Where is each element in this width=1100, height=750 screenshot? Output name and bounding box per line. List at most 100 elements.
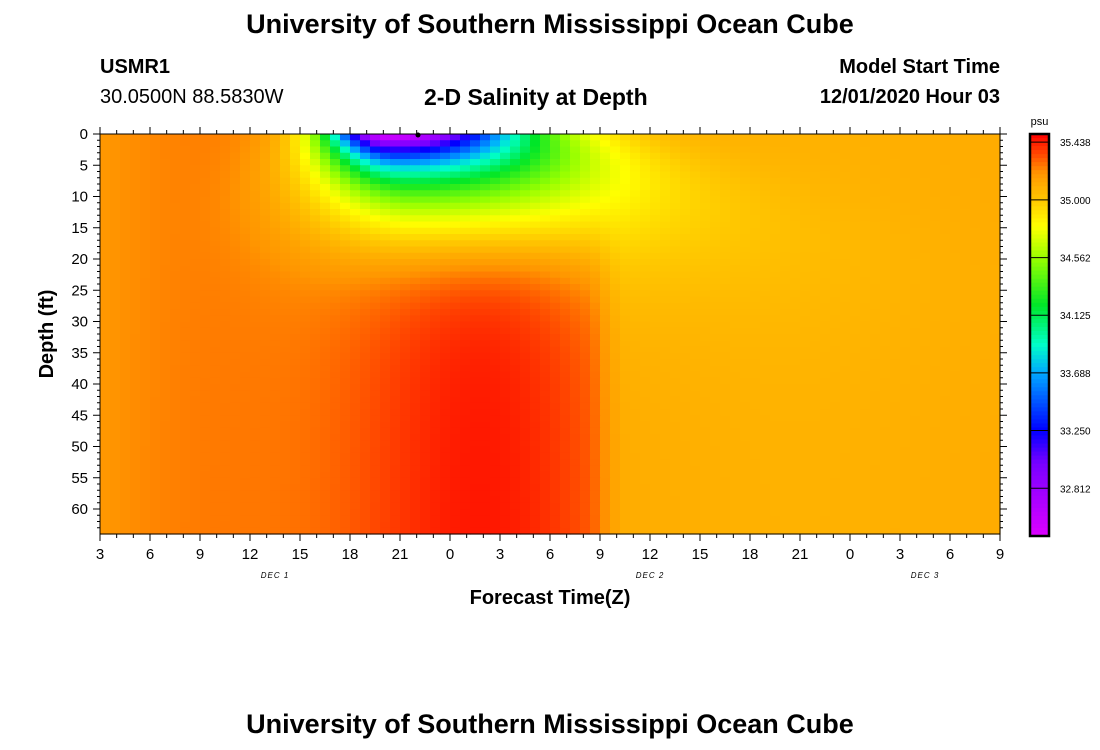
heat-cell	[460, 177, 471, 185]
heat-cell	[320, 209, 331, 216]
heat-cell	[250, 377, 261, 385]
heat-cell	[830, 352, 841, 360]
heat-cell	[470, 446, 481, 454]
heat-cell	[290, 459, 301, 466]
heat-cell	[300, 384, 311, 391]
heat-cell	[740, 234, 751, 241]
heat-cell	[550, 271, 561, 279]
heat-cell	[590, 340, 601, 348]
heat-cell	[940, 409, 951, 416]
heat-cell	[250, 390, 261, 398]
heat-cell	[890, 396, 901, 404]
heat-cell	[130, 221, 141, 229]
heat-cell	[710, 340, 721, 348]
heat-cell	[200, 315, 211, 323]
heat-cell	[860, 259, 871, 266]
heat-cell	[780, 321, 791, 329]
heat-cell	[230, 452, 241, 460]
heat-cell	[430, 459, 441, 466]
heat-cell	[910, 265, 921, 273]
heat-cell	[800, 240, 811, 248]
heat-cell	[810, 459, 821, 466]
heat-cell	[520, 290, 531, 298]
heat-cell	[870, 434, 881, 441]
heat-cell	[120, 434, 131, 441]
heat-cell	[170, 446, 181, 454]
heat-cell	[370, 271, 381, 279]
heat-cell	[840, 152, 851, 160]
heat-cell	[510, 252, 521, 260]
heat-cell	[370, 302, 381, 310]
heat-cell	[230, 309, 241, 316]
heat-cell	[290, 321, 301, 329]
heat-cell	[210, 321, 221, 329]
heat-cell	[590, 434, 601, 441]
heat-cell	[270, 202, 281, 210]
heat-cell	[840, 384, 851, 391]
heat-cell	[670, 240, 681, 248]
heat-cell	[470, 402, 481, 410]
heat-cell	[200, 352, 211, 360]
heat-cell	[620, 465, 631, 473]
heat-cell	[240, 334, 251, 341]
heat-cell	[320, 359, 331, 366]
heat-cell	[150, 409, 161, 416]
heat-cell	[660, 265, 671, 273]
heat-cell	[710, 284, 721, 291]
heat-cell	[920, 284, 931, 291]
heat-cell	[190, 309, 201, 316]
heat-cell	[880, 440, 891, 448]
heat-cell	[140, 327, 151, 335]
heat-cell	[800, 340, 811, 348]
heat-cell	[700, 434, 711, 441]
heat-cell	[870, 359, 881, 366]
heat-cell	[480, 340, 491, 348]
heat-cell	[160, 277, 171, 285]
heat-cell	[910, 327, 921, 335]
heat-cell	[500, 365, 511, 373]
heat-cell	[420, 209, 431, 216]
heat-cell	[270, 271, 281, 279]
heat-cell	[340, 365, 351, 373]
heat-cell	[580, 434, 591, 441]
heat-cell	[760, 221, 771, 229]
heat-cell	[360, 296, 371, 304]
heat-cell	[940, 290, 951, 298]
heat-cell	[760, 184, 771, 191]
heat-cell	[210, 171, 221, 179]
heat-cell	[820, 365, 831, 373]
heat-cell	[140, 396, 151, 404]
heat-cell	[590, 265, 601, 273]
heat-cell	[880, 177, 891, 185]
heat-cell	[930, 434, 941, 441]
heat-cell	[920, 434, 931, 441]
heat-cell	[970, 340, 981, 348]
heat-cell	[880, 352, 891, 360]
heat-cell	[190, 477, 201, 485]
heat-cell	[340, 384, 351, 391]
heat-cell	[700, 246, 711, 254]
heat-cell	[860, 134, 871, 141]
heat-cell	[260, 465, 271, 473]
heat-cell	[500, 359, 511, 366]
heat-cell	[870, 415, 881, 423]
heat-cell	[160, 134, 171, 141]
heat-cell	[490, 290, 501, 298]
heat-cell	[580, 465, 591, 473]
heat-cell	[750, 371, 761, 379]
heat-cell	[740, 202, 751, 210]
heat-cell	[160, 165, 171, 173]
heat-cell	[900, 452, 911, 460]
heat-cell	[770, 277, 781, 285]
heat-cell	[180, 246, 191, 254]
heat-cell	[470, 134, 481, 141]
heat-cell	[380, 446, 391, 454]
heat-cell	[780, 215, 791, 223]
heat-cell	[190, 396, 201, 404]
heat-cell	[380, 177, 391, 185]
heat-cell	[810, 196, 821, 204]
heat-cell	[800, 196, 811, 204]
heat-cell	[910, 452, 921, 460]
heat-cell	[150, 227, 161, 235]
heat-cell	[890, 134, 901, 141]
